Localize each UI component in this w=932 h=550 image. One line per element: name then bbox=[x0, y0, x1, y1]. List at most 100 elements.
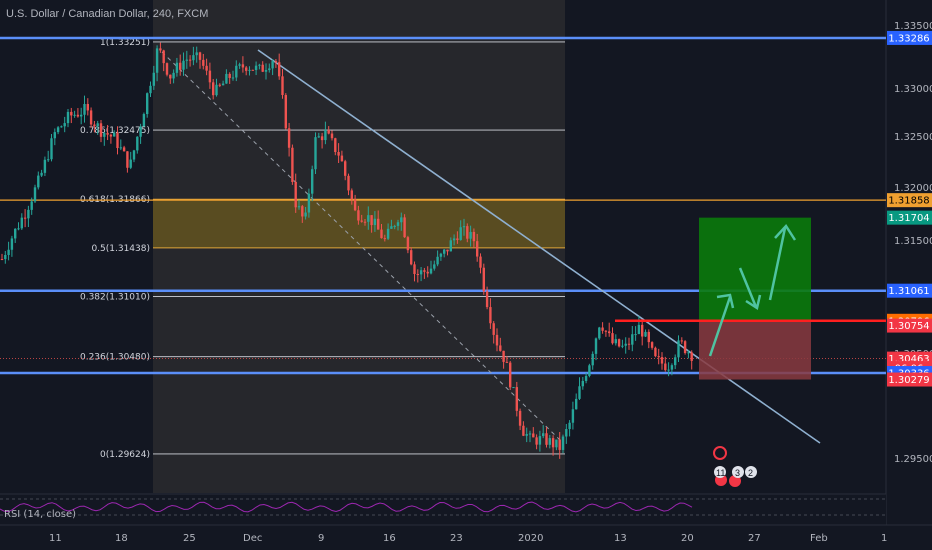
candle-body bbox=[93, 124, 96, 127]
candle-body bbox=[304, 212, 307, 217]
loss-zone[interactable] bbox=[699, 320, 811, 380]
price-tag-label: 1.30463 bbox=[888, 354, 929, 365]
candle-body bbox=[601, 327, 604, 331]
candle-body bbox=[63, 123, 66, 127]
candle-body bbox=[188, 59, 192, 61]
candle-body bbox=[195, 52, 198, 56]
candle-body bbox=[73, 114, 76, 116]
event-icon[interactable] bbox=[713, 446, 727, 460]
candle-body bbox=[205, 65, 208, 71]
candle-body bbox=[235, 65, 238, 78]
candle-body bbox=[647, 331, 650, 343]
candle-body bbox=[482, 267, 485, 292]
candle-body bbox=[136, 136, 139, 151]
candle-body bbox=[535, 437, 538, 445]
price-axis[interactable] bbox=[886, 0, 932, 550]
event-icons[interactable]: 11 3 2 bbox=[713, 446, 757, 487]
candle-body bbox=[225, 73, 228, 84]
y-tick-label: 1.32500 bbox=[894, 132, 932, 143]
candle-body bbox=[581, 380, 584, 387]
candle-body bbox=[149, 85, 152, 94]
projection-arrows[interactable] bbox=[708, 223, 797, 357]
candle-body bbox=[20, 217, 23, 229]
candle-body bbox=[459, 227, 462, 240]
rsi-label: RSI (14, close) bbox=[4, 509, 76, 520]
candle-body bbox=[99, 123, 103, 137]
candle-body bbox=[433, 264, 436, 269]
x-tick-label: 13 bbox=[614, 533, 627, 544]
candle-body bbox=[238, 64, 241, 66]
candle-body bbox=[231, 77, 235, 79]
long-position-tool[interactable] bbox=[699, 217, 811, 380]
price-tag bbox=[887, 193, 932, 208]
price-tag-label: 1.31704 bbox=[888, 213, 929, 224]
price-tag-label: 1.30754 bbox=[888, 321, 929, 332]
candle-body bbox=[37, 175, 40, 188]
candle-body bbox=[327, 130, 330, 134]
rsi-series bbox=[0, 501, 693, 513]
candle-body bbox=[116, 132, 119, 149]
candle-body bbox=[86, 103, 89, 111]
candle-body bbox=[198, 52, 202, 60]
candle-body bbox=[53, 132, 56, 139]
candle-body bbox=[687, 352, 690, 354]
candle-body bbox=[650, 342, 654, 348]
candle-body bbox=[109, 134, 113, 137]
candle-body bbox=[23, 217, 27, 219]
candle-body bbox=[512, 387, 515, 389]
candle-body bbox=[594, 338, 598, 354]
price-tags: 1.332861.318581.317041.310611.307961.307… bbox=[887, 30, 932, 387]
candle-body bbox=[60, 126, 63, 128]
x-tick-label: Dec bbox=[243, 533, 262, 544]
candle-body bbox=[690, 352, 693, 361]
candle-body bbox=[212, 82, 215, 96]
candle-body bbox=[571, 409, 575, 423]
price-tag bbox=[887, 30, 932, 45]
candle-body bbox=[162, 50, 165, 64]
candle-body bbox=[469, 231, 472, 239]
candle-body bbox=[347, 175, 350, 191]
rsi-panel[interactable] bbox=[0, 494, 886, 525]
event-count-badge[interactable] bbox=[745, 466, 757, 478]
candle-body bbox=[637, 324, 641, 335]
arrow-head-2 bbox=[745, 294, 762, 311]
candle-body bbox=[103, 132, 106, 137]
candle-body bbox=[56, 127, 60, 133]
y-tick-label: 1.29500 bbox=[894, 454, 932, 465]
candle-body bbox=[258, 64, 261, 66]
candle-body bbox=[479, 256, 482, 268]
candle-body bbox=[330, 133, 334, 139]
x-tick-label: 16 bbox=[383, 533, 396, 544]
candle-body bbox=[307, 193, 311, 213]
event-count-badge[interactable] bbox=[732, 466, 744, 478]
candle-body bbox=[390, 226, 393, 229]
event-count-badge[interactable] bbox=[714, 466, 726, 478]
candle-body bbox=[159, 48, 162, 51]
candle-body bbox=[215, 84, 218, 96]
fib-retracement[interactable]: 1(1.33251)0.786(1.32475)0.618(1.31866)0.… bbox=[80, 38, 565, 460]
candle-body bbox=[396, 222, 400, 226]
candle-body bbox=[281, 76, 284, 96]
candle-body bbox=[476, 241, 479, 257]
candle-body bbox=[532, 433, 535, 438]
x-tick-label: 9 bbox=[318, 533, 324, 544]
price-tag-label: 1.31858 bbox=[888, 196, 929, 207]
y-tick-label: 1.31500 bbox=[894, 236, 932, 247]
candle-body bbox=[241, 64, 245, 68]
candle-body bbox=[155, 48, 159, 73]
candle-body bbox=[353, 199, 357, 211]
candle-body bbox=[50, 138, 53, 160]
candle-body bbox=[614, 339, 617, 344]
candle-body bbox=[324, 130, 327, 141]
candle-body bbox=[248, 69, 251, 71]
candle-body bbox=[287, 128, 291, 148]
candle-body bbox=[317, 136, 320, 138]
candle-body bbox=[344, 161, 347, 176]
candle-body bbox=[624, 343, 627, 346]
candles bbox=[0, 42, 693, 459]
candle-body bbox=[297, 206, 301, 208]
candle-body bbox=[271, 61, 274, 69]
candle-body bbox=[294, 181, 297, 208]
